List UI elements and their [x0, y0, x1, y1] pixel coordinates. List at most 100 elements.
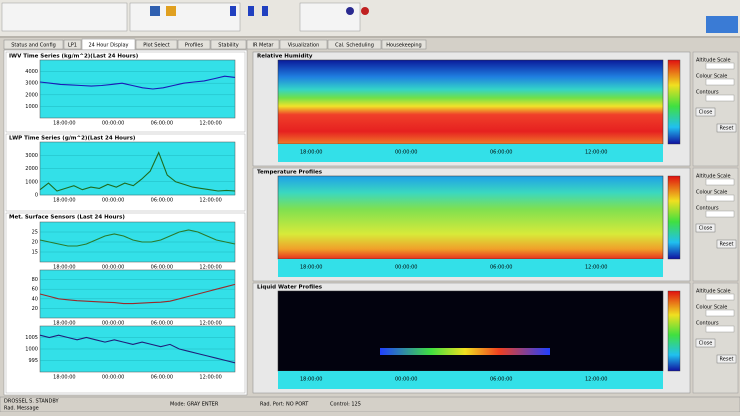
- x-tick-label: 00:00:00: [395, 150, 417, 156]
- x-tick-label: 18:00:00: [53, 198, 75, 204]
- tab-label[interactable]: Visualization: [288, 43, 320, 49]
- x-tick-label: 18:00:00: [53, 321, 75, 327]
- x-tick-label: 00:00:00: [102, 198, 124, 204]
- panel-title: Liquid Water Profiles: [257, 285, 323, 291]
- control-input[interactable]: [706, 195, 734, 201]
- x-tick-label: 12:00:00: [199, 375, 221, 381]
- y-tick-label: 1000: [25, 179, 38, 185]
- heatmap: [278, 176, 663, 259]
- control-label: Contours: [696, 321, 719, 327]
- control-button-label[interactable]: Close: [699, 226, 713, 232]
- y-tick-label: 995: [28, 358, 38, 364]
- x-tick-label: 00:00:00: [102, 265, 124, 271]
- x-tick-label: 06:00:00: [490, 265, 512, 271]
- y-tick-label: 1005: [25, 335, 38, 341]
- clock-panel: [706, 16, 738, 33]
- y-tick-label: 80: [32, 277, 38, 283]
- x-tick-label: 00:00:00: [102, 375, 124, 381]
- tab-label[interactable]: Stability: [218, 43, 239, 49]
- status-item: Control: 125: [330, 402, 361, 408]
- color-bar: [668, 176, 680, 259]
- x-tick-label: 18:00:00: [300, 150, 322, 156]
- control-input[interactable]: [706, 179, 734, 185]
- page: Status and Config LP1 24 Hour Display Plot …: [0, 0, 740, 412]
- control-button-label[interactable]: Reset: [720, 242, 734, 248]
- x-tick-label: 12:00:00: [199, 198, 221, 204]
- x-tick-label: 18:00:00: [53, 375, 75, 381]
- control-label: Contours: [696, 90, 719, 96]
- x-tick-label: 06:00:00: [151, 121, 173, 127]
- panel-title: Met. Surface Sensors (Last 24 Hours): [9, 215, 125, 221]
- tab-label[interactable]: 24 Hour Display: [88, 43, 128, 49]
- toolbar-buttons[interactable]: [2, 3, 369, 31]
- panel-title: Temperature Profiles: [257, 170, 323, 176]
- control-label: Contours: [696, 206, 719, 212]
- control-input[interactable]: [706, 211, 734, 217]
- y-tick-label: 2000: [25, 92, 38, 98]
- x-tick-label: 12:00:00: [199, 121, 221, 127]
- separator: [0, 36, 740, 38]
- x-tick-label: 12:00:00: [585, 377, 607, 383]
- tab-label[interactable]: LP1: [68, 43, 77, 49]
- control-label: Altitude Scale: [696, 174, 731, 180]
- tab-label[interactable]: Housekeeping: [386, 43, 421, 49]
- y-tick-label: 20: [32, 306, 38, 312]
- x-tick-label: 12:00:00: [585, 150, 607, 156]
- y-tick-label: 2000: [25, 166, 38, 172]
- x-tick-label: 00:00:00: [395, 265, 417, 271]
- color-bar: [668, 291, 680, 371]
- x-tick-label: 06:00:00: [151, 375, 173, 381]
- x-tick-label: 12:00:00: [199, 265, 221, 271]
- y-tick-label: 4000: [25, 69, 38, 75]
- control-button-label[interactable]: Close: [699, 341, 713, 347]
- status-item: Rad. Port: NO PORT: [260, 402, 309, 408]
- control-input[interactable]: [706, 310, 734, 316]
- control-input[interactable]: [706, 79, 734, 85]
- control-button-label[interactable]: Close: [699, 110, 713, 116]
- control-input[interactable]: [706, 294, 734, 300]
- control-label: Altitude Scale: [696, 289, 731, 295]
- tab-label[interactable]: IR Metar: [252, 43, 274, 49]
- y-tick-label: 25: [32, 230, 38, 236]
- y-tick-label: 20: [32, 240, 38, 246]
- x-tick-label: 18:00:00: [53, 121, 75, 127]
- app-window: Status and Config LP1 24 Hour Display Plot …: [0, 0, 740, 412]
- y-tick-label: 1000: [25, 347, 38, 353]
- y-tick-label: 40: [32, 296, 38, 302]
- x-tick-label: 12:00:00: [585, 265, 607, 271]
- panel-title: LWP Time Series (g/m^2)(Last 24 Hours): [9, 136, 136, 142]
- y-tick-label: 3000: [25, 153, 38, 159]
- control-button-label[interactable]: Reset: [720, 357, 734, 363]
- x-tick-label: 00:00:00: [102, 121, 124, 127]
- x-tick-label: 18:00:00: [53, 265, 75, 271]
- panel-title: IWV Time Series (kg/m^2)(Last 24 Hours): [9, 54, 139, 60]
- x-tick-label: 06:00:00: [490, 377, 512, 383]
- y-tick-label: 3000: [25, 81, 38, 87]
- status-item: DROSSEL S. STANDBY: [4, 399, 60, 405]
- heatmap: [278, 291, 663, 371]
- x-tick-label: 00:00:00: [102, 321, 124, 327]
- x-tick-label: 18:00:00: [300, 377, 322, 383]
- control-label: Colour Scale: [696, 190, 727, 196]
- control-input[interactable]: [706, 326, 734, 332]
- x-tick-label: 06:00:00: [151, 198, 173, 204]
- x-tick-label: 06:00:00: [151, 265, 173, 271]
- plot-area: [40, 270, 235, 318]
- y-tick-label: 15: [32, 250, 38, 256]
- control-input[interactable]: [706, 63, 734, 69]
- tab-label[interactable]: Cal. Scheduling: [335, 43, 374, 49]
- tab-label[interactable]: Profiles: [185, 43, 204, 49]
- status-item: Rad. Message: [4, 406, 39, 412]
- plot-area: [40, 60, 235, 118]
- control-input[interactable]: [706, 95, 734, 101]
- status-bar: [0, 397, 740, 412]
- x-tick-label: 00:00:00: [395, 377, 417, 383]
- x-tick-label: 06:00:00: [490, 150, 512, 156]
- y-tick-label: 1000: [25, 104, 38, 110]
- control-button-label[interactable]: Reset: [720, 126, 734, 132]
- tab-label[interactable]: Plot Select: [143, 43, 169, 49]
- heatmap: [278, 60, 663, 144]
- status-item: Mode: GRAY ENTER: [170, 402, 219, 408]
- control-label: Colour Scale: [696, 305, 727, 311]
- tab-label[interactable]: Status and Config: [11, 43, 56, 49]
